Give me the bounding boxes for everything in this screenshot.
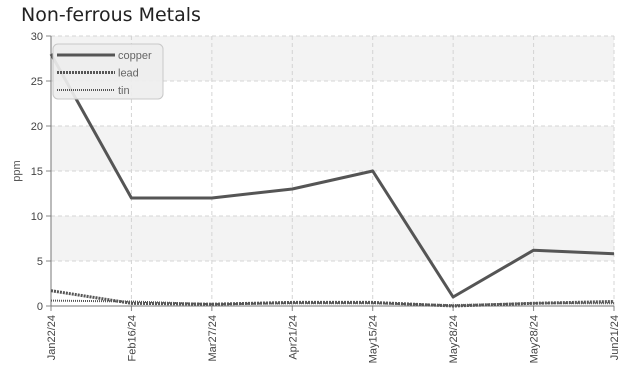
x-tick-label: Mar27/24 xyxy=(207,315,219,361)
x-tick-label: Jun21/24 xyxy=(609,315,618,360)
y-tick-label: 30 xyxy=(31,31,43,43)
x-tick-label: May28/24 xyxy=(448,315,460,363)
legend-label-copper: copper xyxy=(118,50,152,62)
y-tick-label: 0 xyxy=(37,301,43,313)
y-tick-label: 5 xyxy=(37,256,43,268)
x-tick-label: May28/24 xyxy=(529,315,541,363)
series-lines xyxy=(49,53,615,308)
background-band xyxy=(51,126,614,171)
legend-label-tin: tin xyxy=(118,85,130,97)
tick-labels: 0 5 10 15 20 25 30 Jan22/24 Feb16/24 Mar27/24 Apr2… xyxy=(11,31,618,363)
legend-label-lead: lead xyxy=(118,68,139,80)
x-tick-label: May15/24 xyxy=(368,315,380,363)
background-band xyxy=(51,216,614,261)
y-tick-label: 15 xyxy=(31,166,43,178)
chart-title: Non-ferrous Metals xyxy=(21,4,201,26)
legend: copper lead tin xyxy=(52,43,164,100)
x-tick-label: Jan22/24 xyxy=(46,315,58,360)
y-tick-label: 10 xyxy=(31,211,43,223)
axes xyxy=(46,35,615,311)
series-line-lead xyxy=(50,289,615,308)
y-tick-label: 20 xyxy=(31,121,43,133)
x-tick-label: Apr21/24 xyxy=(287,315,299,360)
series-line-copper xyxy=(49,53,615,299)
grid-lines xyxy=(51,35,615,306)
x-tick-label: Feb16/24 xyxy=(126,315,138,361)
y-axis-label: ppm xyxy=(11,160,23,181)
y-tick-label: 25 xyxy=(31,76,43,88)
